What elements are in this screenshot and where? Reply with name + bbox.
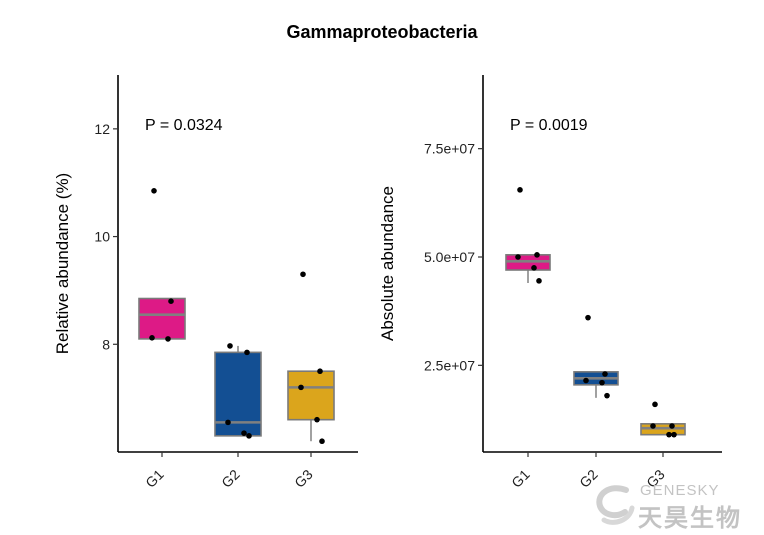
y-tick-label: 12 bbox=[94, 121, 110, 137]
data-point bbox=[536, 278, 542, 284]
data-point bbox=[531, 265, 537, 271]
data-point bbox=[666, 431, 672, 438]
genesky-watermark: GENESKY 天昊生物 bbox=[592, 480, 762, 532]
data-point bbox=[583, 377, 589, 384]
data-point bbox=[599, 379, 605, 386]
box-G1 bbox=[138, 297, 186, 340]
data-point bbox=[671, 431, 677, 438]
data-point bbox=[652, 401, 658, 408]
watermark-brand-text: GENESKY bbox=[640, 482, 720, 499]
figure-title: Gammaproteobacteria bbox=[286, 22, 478, 42]
genesky-logo-icon bbox=[596, 485, 635, 525]
data-point bbox=[585, 314, 591, 321]
y-tick-label: 5.0e+07 bbox=[424, 249, 475, 265]
x-tick-label: G3 bbox=[291, 466, 316, 491]
data-point bbox=[517, 187, 523, 193]
p-value-annotation: P = 0.0019 bbox=[510, 117, 588, 134]
y-axis-title: Absolute abundance bbox=[378, 186, 397, 341]
y-axis-title: Relative abundance (%) bbox=[53, 173, 72, 354]
data-point bbox=[149, 335, 155, 341]
y-tick-label: 7.5e+07 bbox=[424, 141, 475, 157]
data-point bbox=[165, 336, 171, 342]
x-tick-label: G1 bbox=[508, 466, 533, 491]
box-G3 bbox=[287, 370, 335, 421]
data-point bbox=[298, 384, 304, 391]
data-point bbox=[225, 419, 231, 426]
data-point bbox=[319, 438, 325, 445]
data-point bbox=[241, 430, 247, 436]
p-value-annotation: P = 0.0324 bbox=[145, 117, 223, 134]
data-point bbox=[246, 433, 252, 439]
x-tick-label: G1 bbox=[142, 466, 167, 491]
y-tick-label: 8 bbox=[102, 336, 110, 352]
data-point bbox=[168, 298, 174, 305]
data-point bbox=[317, 368, 323, 375]
data-point bbox=[314, 416, 320, 423]
data-point bbox=[604, 392, 610, 399]
x-tick-label: G2 bbox=[218, 466, 243, 491]
watermark-chinese-text: 天昊生物 bbox=[638, 504, 742, 532]
data-point bbox=[151, 187, 157, 194]
data-point bbox=[300, 271, 306, 278]
data-point bbox=[244, 349, 250, 356]
data-point bbox=[650, 423, 656, 429]
y-tick-label: 2.5e+07 bbox=[424, 357, 475, 373]
data-point bbox=[227, 343, 233, 349]
data-point bbox=[534, 252, 540, 258]
data-point bbox=[602, 371, 608, 377]
y-tick-label: 10 bbox=[94, 229, 110, 245]
data-point bbox=[515, 254, 521, 260]
data-point bbox=[669, 423, 675, 429]
